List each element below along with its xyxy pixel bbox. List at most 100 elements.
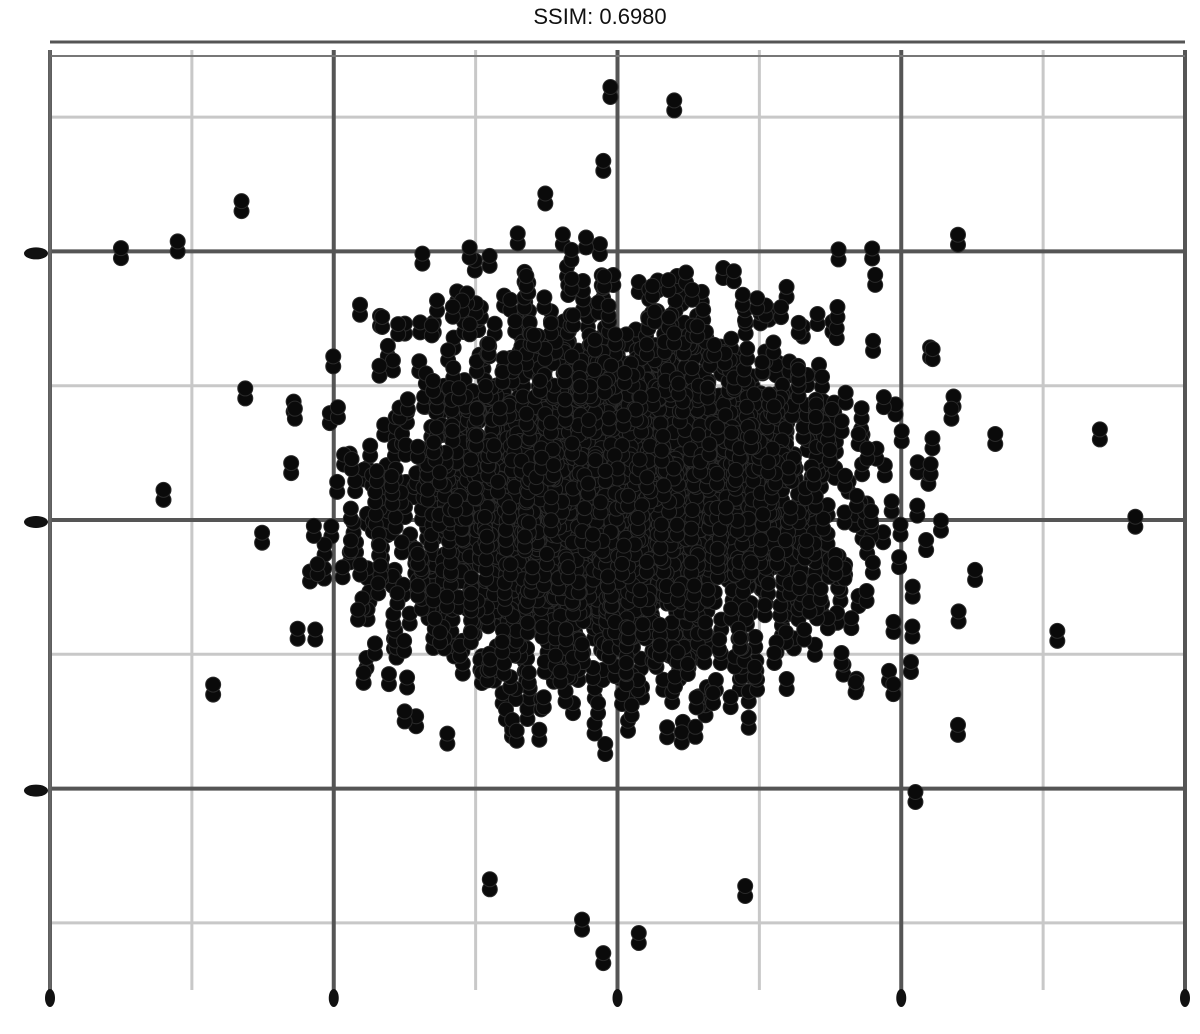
scatter-point [738, 601, 755, 618]
scatter-point [652, 540, 669, 557]
scatter-point [429, 292, 446, 309]
scatter-point [342, 500, 359, 517]
scatter-point [603, 357, 620, 374]
scatter-point [428, 419, 445, 436]
scatter-point [756, 597, 773, 614]
x-tick-mark [896, 989, 907, 1007]
scatter-point [740, 709, 757, 726]
scatter-point [766, 644, 783, 661]
scatter-point [390, 316, 407, 333]
scatter-point [445, 359, 462, 376]
scatter-point [875, 389, 892, 406]
scatter-point [967, 561, 984, 578]
scatter-point [893, 423, 910, 440]
scatter-point [709, 419, 726, 436]
y-tick-mark [24, 516, 48, 528]
scatter-point [749, 290, 766, 307]
scatter-point [426, 610, 443, 627]
scatter-point [684, 281, 701, 298]
scatter-point [578, 229, 595, 246]
scatter-point [576, 500, 593, 517]
scatter-point [732, 629, 749, 646]
scatter-point [518, 267, 535, 284]
scatter-point [607, 326, 624, 343]
x-tick-mark [1180, 989, 1190, 1007]
scatter-point [725, 263, 742, 280]
scatter-point [368, 463, 385, 480]
scatter-point [371, 357, 388, 374]
scatter-point [531, 721, 548, 738]
scatter-point [791, 570, 808, 587]
scatter-point [489, 473, 506, 490]
scatter-point [480, 335, 497, 352]
scatter-point [778, 670, 795, 687]
scatter-point [723, 424, 740, 441]
scatter-point [352, 296, 369, 313]
scatter-point [683, 554, 700, 571]
scatter-point [809, 306, 826, 323]
scatter-point [678, 264, 695, 281]
scatter-point [909, 497, 926, 514]
scatter-point [439, 725, 456, 742]
scatter-point [409, 545, 426, 562]
scatter-point [790, 314, 807, 331]
scatter-point [439, 588, 456, 605]
scatter-point [366, 635, 383, 652]
scatter-point [481, 247, 498, 264]
scatter-point [372, 557, 389, 574]
scatter-point [431, 464, 448, 481]
scatter-point [830, 241, 847, 258]
scatter-point [695, 301, 712, 318]
scatter-point [623, 697, 640, 714]
scatter-point [924, 430, 941, 447]
scatter-point [463, 585, 480, 602]
scatter-point [444, 422, 461, 439]
scatter-point [723, 600, 740, 617]
scatter-point [520, 514, 537, 531]
scatter-point [638, 336, 655, 353]
scatter-point [805, 466, 822, 483]
scatter-point [922, 456, 939, 473]
scatter-point [739, 340, 756, 357]
scatter-points [112, 79, 1144, 972]
scatter-point [858, 583, 875, 600]
scatter-point [707, 672, 724, 689]
scatter-point [374, 308, 391, 325]
scatter-point [370, 575, 387, 592]
scatter-point [399, 391, 416, 408]
scatter-point [506, 433, 523, 450]
scatter-point [379, 337, 396, 354]
scatter-point [847, 674, 864, 691]
scatter-point [705, 685, 722, 702]
y-tick-mark [24, 784, 48, 797]
scatter-point [734, 286, 751, 303]
scatter-point [305, 517, 322, 534]
scatter-point [644, 277, 661, 294]
scatter-point [325, 348, 342, 365]
scatter-point [286, 400, 303, 417]
plot-frame [24, 40, 1190, 1007]
scatter-point [532, 372, 549, 389]
scatter-point [502, 291, 519, 308]
scatter-point [699, 379, 716, 396]
scatter-point [723, 330, 740, 347]
scatter-point [924, 341, 941, 358]
scatter-point [476, 508, 493, 525]
scatter-point [684, 501, 701, 518]
scatter-point [769, 545, 786, 562]
scatter-point [316, 536, 333, 553]
scatter-point [848, 487, 865, 504]
scatter-point [807, 409, 824, 426]
scatter-point [461, 316, 478, 333]
scatter-point [932, 512, 949, 529]
scatter-point [853, 400, 870, 417]
scatter-point [542, 315, 559, 332]
scatter-point [411, 353, 428, 370]
scatter-point [547, 647, 564, 664]
scatter-point [254, 524, 271, 541]
scatter-point [491, 400, 508, 417]
x-tick-mark [45, 989, 55, 1007]
scatter-point [706, 336, 723, 353]
scatter-point [425, 582, 442, 599]
